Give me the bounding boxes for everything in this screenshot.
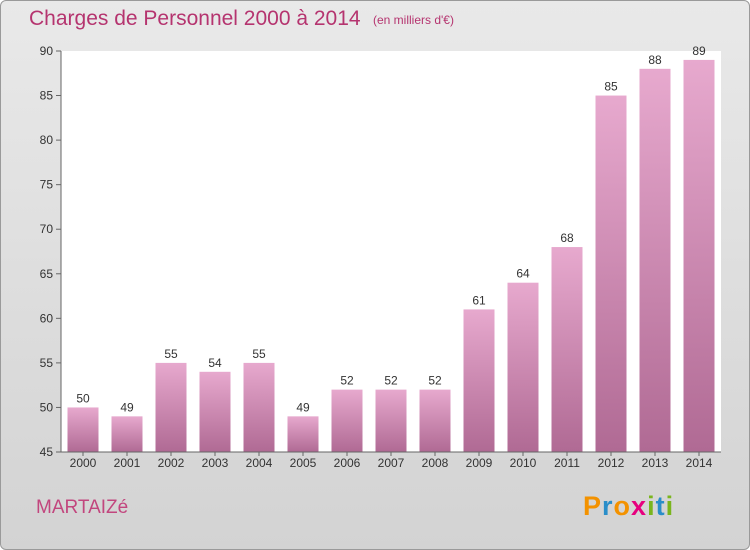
x-tick-label-2003: 2003 [202,456,229,470]
x-tick-label-2014: 2014 [686,456,713,470]
y-tick-label: 50 [40,400,54,414]
logo-letter: x [631,491,648,521]
bar-2004 [243,362,275,452]
y-tick-label: 70 [40,222,54,236]
bar-2014 [683,59,715,453]
value-label-2012: 85 [604,80,618,94]
value-label-2014: 89 [692,44,706,58]
value-label-2000: 50 [76,391,90,405]
chart-subtitle: (en milliers d'€) [373,13,454,27]
x-tick-label-2006: 2006 [334,456,361,470]
logo-letter: i [647,491,656,521]
x-tick-label-2008: 2008 [422,456,449,470]
y-tick-label: 80 [40,133,54,147]
commune-name: MARTAIZé [36,497,129,518]
x-tick-label-2005: 2005 [290,456,317,470]
value-label-2006: 52 [340,374,354,388]
logo-letter: r [602,491,614,521]
value-label-2007: 52 [384,374,398,388]
y-tick-label: 60 [40,311,54,325]
value-label-2011: 68 [560,231,574,245]
y-tick-label: 45 [40,445,54,459]
x-tick-label-2004: 2004 [246,456,273,470]
value-label-2003: 54 [208,356,222,370]
y-tick-label: 55 [40,356,54,370]
bar-2000 [67,407,99,452]
y-tick-label: 90 [40,44,54,58]
bar-2005 [287,416,319,452]
bar-2010 [507,282,539,452]
bar-2013 [639,68,671,453]
logo-letter: t [655,491,666,521]
proxiti-logo: Proxiti [583,491,674,522]
x-tick-label-2010: 2010 [510,456,537,470]
x-tick-label-2012: 2012 [598,456,625,470]
bar-2006 [331,389,363,452]
x-tick-label-2009: 2009 [466,456,493,470]
x-tick-label-2000: 2000 [70,456,97,470]
value-label-2002: 55 [164,347,178,361]
x-tick-label-2001: 2001 [114,456,141,470]
logo-letter: o [613,491,632,521]
value-label-2005: 49 [296,400,310,414]
logo-letter: i [665,491,675,521]
bar-2001 [111,416,143,452]
value-label-2001: 49 [120,400,134,414]
value-label-2010: 64 [516,267,530,281]
bar-2011 [551,247,583,452]
bar-2003 [199,371,231,452]
value-label-2009: 61 [472,293,486,307]
logo-letter: P [583,491,603,521]
x-tick-label-2007: 2007 [378,456,405,470]
y-tick-label: 85 [40,89,54,103]
value-label-2013: 88 [648,53,662,67]
y-tick-label: 65 [40,267,54,281]
bar-2002 [155,362,187,452]
bar-2009 [463,309,495,452]
value-label-2008: 52 [428,374,442,388]
value-label-2004: 55 [252,347,266,361]
y-tick-label: 75 [40,178,54,192]
bar-2008 [419,389,451,452]
x-tick-label-2002: 2002 [158,456,185,470]
x-tick-label-2013: 2013 [642,456,669,470]
bar-2012 [595,95,627,453]
x-tick-label-2011: 2011 [554,456,580,470]
chart-title: Charges de Personnel 2000 à 2014 [29,7,361,30]
bar-2007 [375,389,407,452]
